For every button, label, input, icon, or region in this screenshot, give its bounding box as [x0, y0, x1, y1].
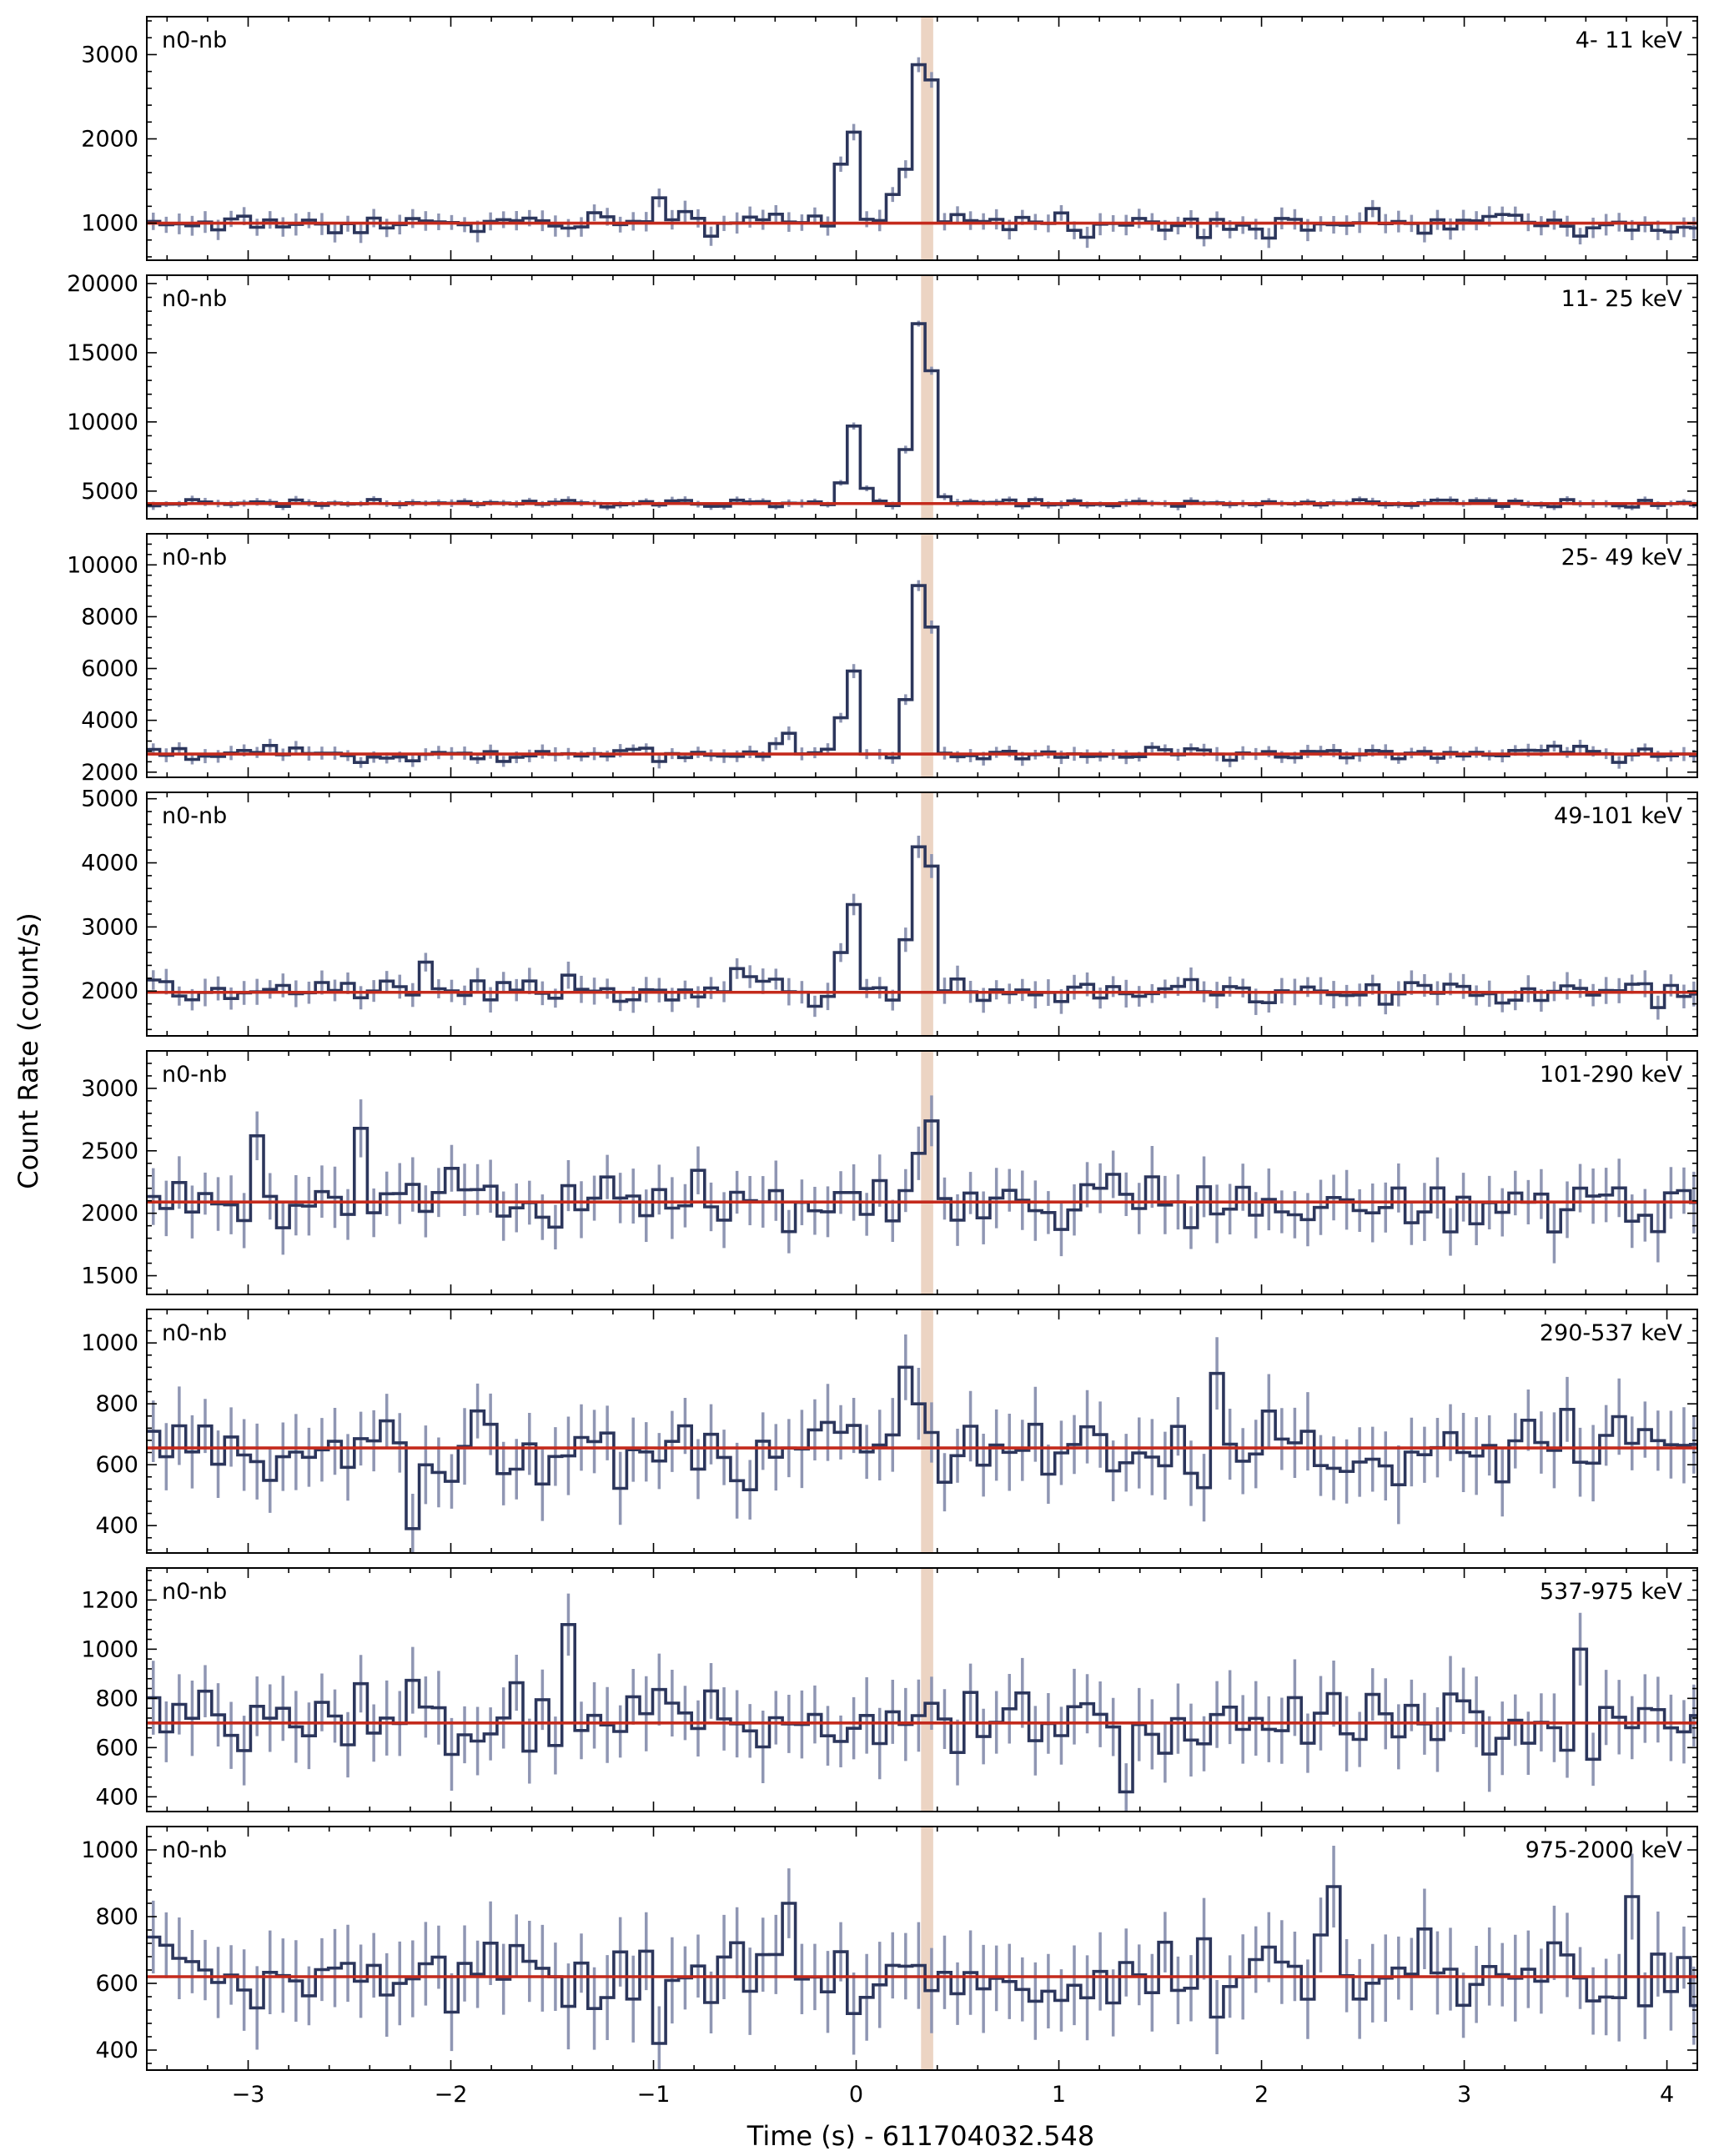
panel-8: 400 600 800 1000 −3 −2 −1 0 1 2 3 4 n0-nb 975-2000 ke… [81, 1826, 1698, 2108]
y-tick-label: 3000 [81, 42, 138, 68]
x-tick-label: 3 [1457, 2082, 1471, 2108]
detector-label: n0-nb [162, 1837, 227, 1863]
y-tick-label: 2000 [81, 127, 138, 153]
y-tick-label: 800 [95, 1391, 138, 1417]
x-tick-label: 1 [1052, 2082, 1066, 2108]
y-tick-label: 6000 [81, 656, 138, 682]
x-tick-label: −3 [232, 2082, 265, 2108]
plot-area [147, 1827, 1697, 2070]
plot-area [147, 1568, 1697, 1812]
y-tick-label: 400 [95, 1513, 138, 1539]
y-tick-label: 1500 [81, 1264, 138, 1289]
x-axis-title: Time (s) - 611704032.548 [746, 2120, 1095, 2152]
energy-range-label: 101-290 keV [1540, 1062, 1683, 1088]
x-tick-label: 0 [849, 2082, 863, 2108]
energy-range-label: 537-975 keV [1540, 1579, 1683, 1605]
plot-area [147, 1051, 1697, 1294]
y-tick-label: 2500 [81, 1138, 138, 1164]
x-tick-label: −2 [435, 2082, 468, 2108]
detector-label: n0-nb [162, 803, 227, 829]
plot-area [147, 1309, 1697, 1553]
panel-2: 5000 10000 15000 20000 n0-nb 11- 25 keV [67, 271, 1698, 520]
detector-label: n0-nb [162, 28, 227, 53]
panel-7: 400 600 800 1000 1200 n0-nb 537-975 keV [81, 1567, 1698, 1812]
x-tick-label: 4 [1660, 2082, 1674, 2108]
y-tick-label: 800 [95, 1904, 138, 1930]
y-axis-title: Count Rate (count/s) [13, 912, 44, 1189]
panel-6: 400 600 800 1000 n0-nb 290-537 keV [81, 1309, 1698, 1554]
highlight-band [921, 1568, 933, 1812]
panel-frame [146, 533, 1698, 778]
panel-4: 2000 3000 4000 5000 n0-nb 49-101 keV [81, 787, 1698, 1037]
y-tick-label: 1000 [81, 1636, 138, 1662]
detector-label: n0-nb [162, 1320, 227, 1346]
panel-frame [146, 1309, 1698, 1554]
y-tick-label: 1000 [81, 211, 138, 237]
y-tick-label: 20000 [67, 271, 138, 297]
y-tick-label: 5000 [81, 479, 138, 505]
panel-frame [146, 1567, 1698, 1812]
energy-range-label: 25- 49 keV [1561, 545, 1683, 570]
y-tick-label: 1000 [81, 1837, 138, 1863]
detector-label: n0-nb [162, 1062, 227, 1088]
y-tick-label: 600 [95, 1452, 138, 1478]
y-tick-label: 10000 [67, 410, 138, 435]
panel-frame [146, 274, 1698, 520]
panel-1: 1000 2000 3000 n0-nb 4- 11 keV [81, 16, 1698, 261]
energy-range-label: 975-2000 keV [1526, 1837, 1683, 1863]
y-tick-label: 4000 [81, 708, 138, 734]
lightcurve-step-line [147, 1623, 1697, 1794]
x-tick-label: 2 [1254, 2082, 1269, 2108]
plot-area [147, 275, 1697, 519]
y-tick-label: 400 [95, 2038, 138, 2063]
y-tick-label: 3000 [81, 1076, 138, 1102]
detector-label: n0-nb [162, 1579, 227, 1605]
plot-area [147, 534, 1697, 777]
detector-label: n0-nb [162, 545, 227, 570]
y-tick-label: 600 [95, 1971, 138, 1997]
y-tick-label: 5000 [81, 787, 138, 812]
energy-range-label: 11- 25 keV [1561, 286, 1683, 312]
y-tick-label: 4000 [81, 851, 138, 877]
y-tick-label: 1200 [81, 1587, 138, 1613]
y-tick-label: 2000 [81, 978, 138, 1004]
y-tick-label: 2000 [81, 760, 138, 786]
plot-area [147, 17, 1697, 260]
highlight-band [921, 792, 933, 1036]
lightcurve-step-line [147, 63, 1697, 240]
y-tick-label: 15000 [67, 340, 138, 366]
panel-frame [146, 1050, 1698, 1295]
y-tick-label: 10000 [67, 552, 138, 578]
highlight-band [921, 1051, 933, 1294]
energy-range-label: 290-537 keV [1540, 1320, 1683, 1346]
y-tick-label: 3000 [81, 914, 138, 940]
y-tick-label: 2000 [81, 1201, 138, 1227]
y-tick-label: 8000 [81, 604, 138, 630]
energy-range-label: 4- 11 keV [1576, 28, 1683, 53]
plot-area [147, 792, 1697, 1036]
energy-range-label: 49-101 keV [1554, 803, 1683, 829]
panel-3: 2000 4000 6000 8000 10000 n0-nb 25- 49 keV [67, 533, 1698, 786]
panel-frame [146, 1826, 1698, 2071]
lightcurve-step-line [147, 1365, 1697, 1530]
highlight-band [921, 534, 933, 777]
y-tick-label: 800 [95, 1686, 138, 1711]
y-tick-label: 1000 [81, 1330, 138, 1356]
y-tick-label: 600 [95, 1735, 138, 1761]
detector-label: n0-nb [162, 286, 227, 312]
y-tick-label: 400 [95, 1784, 138, 1810]
panel-5: 1500 2000 2500 3000 n0-nb 101-290 keV [81, 1050, 1698, 1295]
highlight-band [921, 275, 933, 519]
x-tick-label: −1 [637, 2082, 671, 2108]
